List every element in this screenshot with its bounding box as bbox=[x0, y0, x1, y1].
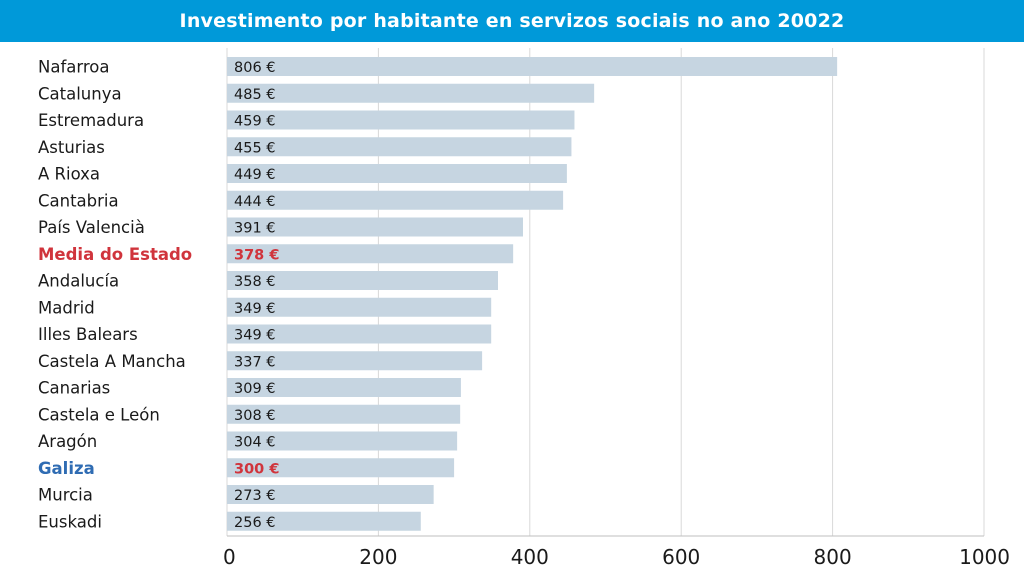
bar bbox=[227, 190, 564, 210]
value-label: 449 € bbox=[234, 167, 276, 183]
bar bbox=[227, 83, 595, 103]
bar bbox=[227, 217, 523, 237]
bar bbox=[227, 110, 575, 130]
category-label: Andalucía bbox=[38, 272, 119, 291]
bar bbox=[227, 244, 514, 264]
bar bbox=[227, 324, 492, 344]
bar bbox=[227, 458, 455, 478]
bar bbox=[227, 378, 461, 397]
bar bbox=[227, 164, 567, 183]
bar bbox=[227, 485, 434, 504]
category-label: Castela e León bbox=[38, 405, 160, 424]
category-label: Murcia bbox=[38, 486, 93, 505]
x-tick-label: 0 bbox=[223, 545, 236, 569]
category-label: País Valencià bbox=[38, 218, 145, 237]
bar bbox=[227, 271, 499, 290]
value-label: 806 € bbox=[234, 60, 276, 76]
category-label: Nafarroa bbox=[38, 58, 110, 77]
value-label: 300 € bbox=[234, 461, 279, 477]
category-label: Galiza bbox=[38, 459, 95, 478]
x-tick-label: 200 bbox=[359, 545, 397, 569]
bar bbox=[227, 351, 483, 371]
category-label: Cantabria bbox=[38, 191, 119, 210]
value-label: 304 € bbox=[234, 435, 276, 451]
value-label: 349 € bbox=[234, 301, 276, 317]
x-tick-label: 800 bbox=[814, 545, 852, 569]
value-label: 349 € bbox=[234, 328, 276, 344]
x-tick-label: 600 bbox=[662, 545, 700, 569]
category-label: Castela A Mancha bbox=[38, 352, 186, 371]
title-bar: Investimento por habitante en servizos s… bbox=[0, 0, 1024, 42]
value-label: 391 € bbox=[234, 221, 276, 237]
value-label: 485 € bbox=[234, 87, 276, 103]
value-label: 256 € bbox=[234, 515, 276, 531]
chart-title: Investimento por habitante en servizos s… bbox=[179, 10, 845, 32]
category-label: A Rioxa bbox=[38, 165, 100, 184]
bar bbox=[227, 297, 492, 317]
bar bbox=[227, 137, 572, 157]
value-label: 455 € bbox=[234, 140, 276, 156]
category-label: Canarias bbox=[38, 379, 110, 398]
bar bbox=[227, 404, 461, 424]
value-label: 459 € bbox=[234, 114, 276, 130]
value-label: 308 € bbox=[234, 408, 276, 424]
bar bbox=[227, 57, 838, 76]
category-label: Catalunya bbox=[38, 84, 122, 103]
category-label: Illes Balears bbox=[38, 325, 138, 344]
value-label: 378 € bbox=[234, 247, 279, 263]
value-label: 273 € bbox=[234, 488, 276, 504]
category-label: Aragón bbox=[38, 432, 97, 451]
value-label: 337 € bbox=[234, 354, 276, 370]
category-label: Madrid bbox=[38, 298, 95, 317]
category-label: Asturias bbox=[38, 138, 105, 157]
x-tick-label: 1000 bbox=[959, 545, 1010, 569]
category-label: Euskadi bbox=[38, 512, 102, 531]
bar bbox=[227, 511, 421, 531]
x-tick-label: 400 bbox=[511, 545, 549, 569]
category-label: Estremadura bbox=[38, 111, 144, 130]
bar bbox=[227, 431, 458, 451]
value-label: 309 € bbox=[234, 381, 276, 397]
value-label: 444 € bbox=[234, 194, 276, 210]
category-label: Media do Estado bbox=[38, 245, 192, 264]
value-label: 358 € bbox=[234, 274, 276, 290]
